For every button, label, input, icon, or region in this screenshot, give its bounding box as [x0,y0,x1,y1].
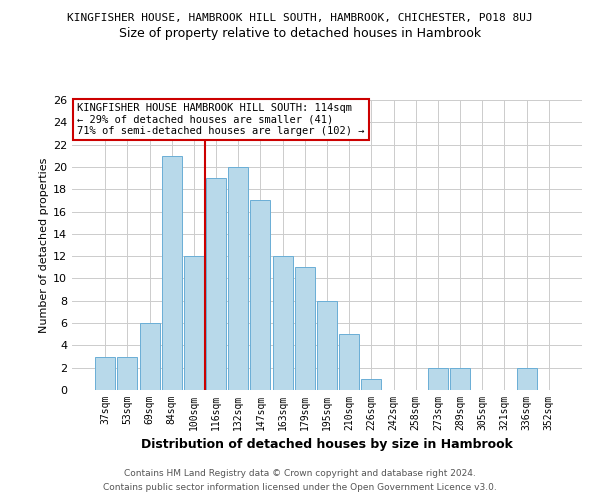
Text: KINGFISHER HOUSE HAMBROOK HILL SOUTH: 114sqm
← 29% of detached houses are smalle: KINGFISHER HOUSE HAMBROOK HILL SOUTH: 11… [77,103,365,136]
Bar [361,379,382,390]
Bar [162,156,182,390]
Bar [450,368,470,390]
Bar [228,167,248,390]
Bar [206,178,226,390]
Bar [118,356,137,390]
Bar [295,268,315,390]
Text: Size of property relative to detached houses in Hambrook: Size of property relative to detached ho… [119,28,481,40]
Bar [272,256,293,390]
Text: KINGFISHER HOUSE, HAMBROOK HILL SOUTH, HAMBROOK, CHICHESTER, PO18 8UJ: KINGFISHER HOUSE, HAMBROOK HILL SOUTH, H… [67,12,533,22]
Bar [428,368,448,390]
Bar [317,301,337,390]
Text: Contains public sector information licensed under the Open Government Licence v3: Contains public sector information licen… [103,484,497,492]
Bar [517,368,536,390]
Bar [339,334,359,390]
Y-axis label: Number of detached properties: Number of detached properties [39,158,49,332]
Bar [184,256,204,390]
X-axis label: Distribution of detached houses by size in Hambrook: Distribution of detached houses by size … [141,438,513,452]
Bar [95,356,115,390]
Bar [140,323,160,390]
Text: Contains HM Land Registry data © Crown copyright and database right 2024.: Contains HM Land Registry data © Crown c… [124,468,476,477]
Bar [250,200,271,390]
